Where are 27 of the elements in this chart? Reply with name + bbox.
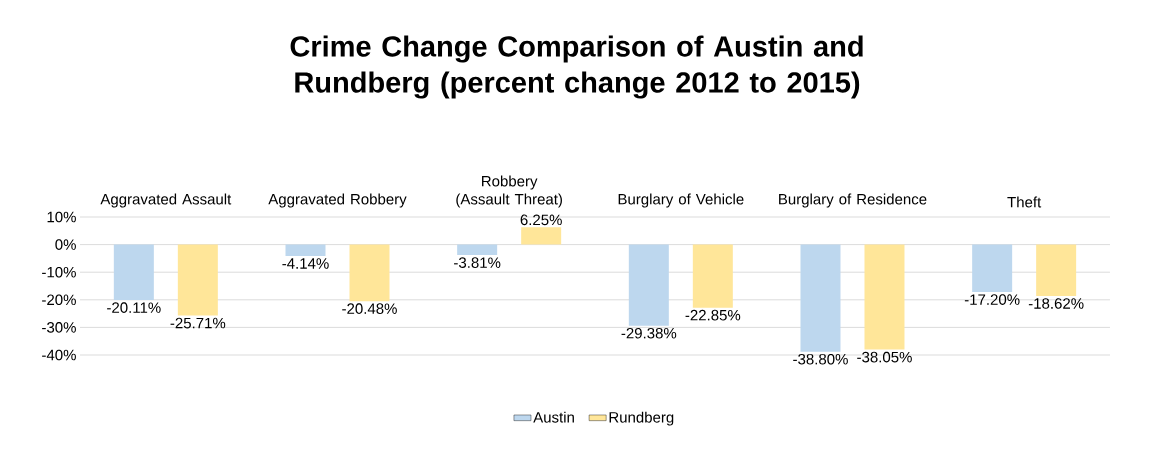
data-label: 6.25%: [520, 214, 562, 226]
data-label: -3.81%: [454, 257, 501, 268]
y-tick-label: -30%: [42, 322, 76, 333]
data-label: -4.14%: [282, 258, 329, 269]
chart-title: Crime Change Comparison of Austin and Rundberg (percent change 2012 to 2015): [290, 35, 863, 99]
legend-label: Austin: [533, 411, 574, 423]
data-label: -38.80%: [793, 353, 848, 365]
x-tick-label: Burglary of Vehicle: [618, 193, 744, 208]
x-tick-label: Robbery (Assault Threat): [456, 175, 562, 208]
y-tick-label: -40%: [42, 349, 76, 361]
data-label: -20.11%: [107, 302, 161, 313]
data-label: -25.71%: [170, 317, 226, 329]
data-label: -29.38%: [621, 327, 677, 339]
y-tick-label: -10%: [42, 266, 76, 278]
data-label: -18.62%: [1028, 298, 1084, 309]
y-tick-label: 10%: [47, 211, 76, 223]
y-tick-label: -20%: [42, 294, 76, 306]
data-label: -20.48%: [342, 303, 397, 314]
data-label: -17.20%: [964, 294, 1020, 305]
y-tick-label: 0%: [55, 239, 76, 250]
x-tick-label: Aggravated Robbery: [268, 193, 407, 208]
x-tick-label: Aggravated Assault: [100, 193, 232, 208]
x-tick-label: Theft: [1007, 196, 1042, 208]
x-tick-label: Burglary of Residence: [779, 193, 927, 208]
legend-label: Rundberg: [609, 411, 674, 426]
data-label: -22.85%: [685, 309, 741, 321]
data-label: -38.05%: [857, 351, 912, 363]
